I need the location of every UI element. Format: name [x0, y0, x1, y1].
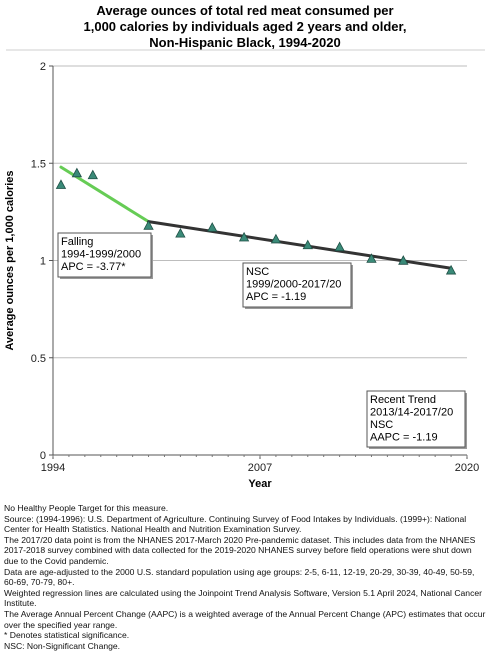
annotation-text: 1999/2000-2017/20 [246, 279, 341, 291]
chart-title-line: 1,000 calories by individuals aged 2 yea… [84, 19, 407, 34]
data-point [334, 241, 345, 252]
annotation-box [57, 232, 152, 278]
annotation-text: NSC [370, 419, 393, 431]
y-tick-label: 1 [40, 256, 46, 268]
data-point [398, 255, 409, 265]
x-axis-label: Year [248, 478, 272, 490]
axes: 0 0.5 1 1.5 2 1994 2007 2020 Year Average ounces … [4, 61, 479, 490]
data-point [445, 264, 457, 275]
data-point [175, 227, 186, 238]
footnote: The Average Annual Percent Change (AAPC)… [4, 608, 486, 630]
x-tick-label: 2020 [455, 462, 479, 474]
chart-title-line: Average ounces of total red meat consume… [96, 3, 393, 18]
y-tick-label: 2 [40, 61, 46, 73]
grid [53, 65, 467, 359]
data-point [238, 231, 250, 242]
annotation-box [242, 262, 352, 308]
annotation-box [366, 390, 466, 448]
data-point [143, 220, 154, 230]
footnote: No Healthy People Target for this measur… [4, 503, 169, 513]
footnote: Weighted regression lines are calculated… [4, 587, 483, 609]
annotation-text: Recent Trend [370, 394, 436, 406]
annotation-text: 1994-1999/2000 [61, 249, 141, 261]
y-axis-label: Average ounces per 1,000 calories [4, 171, 16, 351]
annotation-text: NSC [246, 266, 269, 278]
data-point [207, 222, 218, 232]
y-tick-label: 0.5 [31, 353, 46, 365]
chart-title: Average ounces of total red meat consume… [6, 3, 485, 51]
y-tick-label: 1.5 [31, 158, 46, 170]
chart: Average ounces of total red meat consume… [4, 3, 485, 490]
footnote: The 2017/20 data point is from the NHANE… [4, 534, 476, 566]
annotation-text: AAPC = -1.19 [370, 432, 438, 444]
data-point [366, 253, 377, 263]
data-point [270, 233, 282, 244]
annotation-text: APC = -3.77* [61, 261, 126, 273]
data-points [55, 167, 457, 275]
x-tick-label: 1994 [41, 462, 65, 474]
data-point [302, 239, 313, 250]
chart-title-line: Non-Hispanic Black, 1994-2020 [149, 35, 340, 50]
footnote: Data are age-adjusted to the 2000 U.S. s… [4, 566, 475, 588]
data-point [87, 169, 98, 180]
annotation-text: APC = -1.19 [246, 291, 306, 303]
x-tick-label: 2007 [248, 462, 272, 474]
footnote: Source: (1994-1996): U.S. Department of … [4, 513, 467, 535]
footnotes: No Healthy People Target for this measur… [4, 503, 486, 651]
annotation-text: 2013/14-2017/20 [370, 407, 453, 419]
data-point [71, 167, 83, 178]
footnote: * Denotes statistical significance. [4, 630, 130, 641]
y-tick-label: 0 [40, 450, 46, 462]
annotation-text: Falling [61, 236, 93, 248]
data-point [55, 179, 67, 189]
